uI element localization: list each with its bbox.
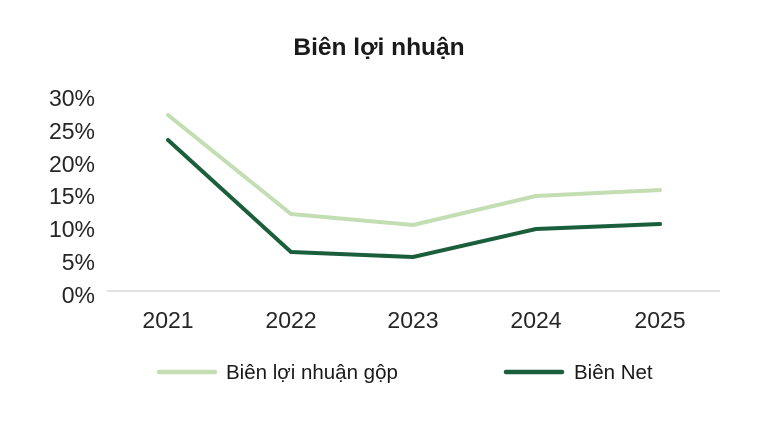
svg-text:10%: 10% [49,216,95,242]
svg-text:30%: 30% [49,85,95,111]
svg-text:20%: 20% [49,151,95,177]
svg-text:15%: 15% [49,183,95,209]
svg-text:25%: 25% [49,118,95,144]
svg-text:5%: 5% [62,249,95,275]
svg-text:Biên lợi nhuận gộp: Biên lợi nhuận gộp [226,361,398,384]
svg-text:Biên Net: Biên Net [574,361,653,384]
svg-text:2022: 2022 [265,307,316,333]
svg-text:2023: 2023 [387,307,438,333]
svg-text:2021: 2021 [142,307,193,333]
svg-text:0%: 0% [62,282,95,308]
svg-text:2024: 2024 [510,307,561,333]
svg-text:2025: 2025 [634,307,685,333]
